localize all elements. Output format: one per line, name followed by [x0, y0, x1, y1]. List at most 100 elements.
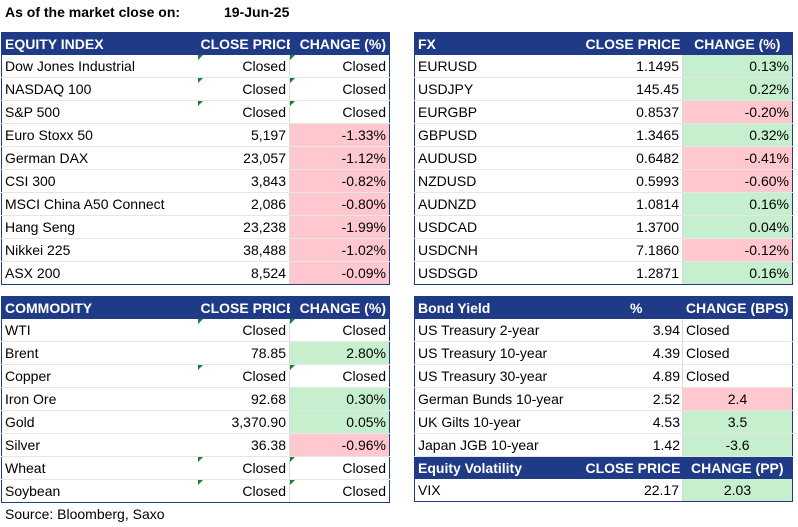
row-close: 22.17: [582, 479, 683, 502]
row-change: -1.33%: [289, 123, 390, 147]
commodity-col-close: CLOSE PRICE: [197, 296, 290, 319]
table-row: USDCAD 1.3700 0.04%: [414, 215, 793, 239]
row-name: Soybean: [1, 479, 198, 503]
row-change: -0.80%: [289, 192, 390, 216]
row-change: -0.12%: [682, 238, 793, 262]
table-row: Soybean Closed Closed: [1, 479, 390, 503]
table-row: UK Gilts 10-year 4.53 3.5: [414, 410, 793, 434]
row-change: -0.09%: [289, 261, 390, 285]
row-name: MSCI China A50 Connect: [1, 192, 198, 216]
table-row: VIX 22.17 2.03: [414, 479, 793, 502]
commodity-col-name: COMMODITY: [1, 296, 198, 319]
row-name: ASX 200: [1, 261, 198, 285]
row-change: Closed: [289, 55, 390, 78]
row-close: Closed: [197, 364, 290, 388]
row-value: 4.39: [582, 341, 683, 365]
row-close: 0.5993: [582, 169, 683, 193]
row-close: 3,370.90: [197, 410, 290, 434]
table-row: NZDUSD 0.5993 -0.60%: [414, 169, 793, 193]
row-name: US Treasury 2-year: [414, 319, 583, 342]
row-close: 92.68: [197, 387, 290, 411]
row-name: US Treasury 30-year: [414, 364, 583, 388]
table-row: US Treasury 30-year 4.89 Closed: [414, 364, 793, 388]
row-name: WTI: [1, 319, 198, 342]
row-close: 1.3465: [582, 123, 683, 147]
row-change: Closed: [289, 364, 390, 388]
row-name: UK Gilts 10-year: [414, 410, 583, 434]
table-row: NASDAQ 100 Closed Closed: [1, 77, 390, 101]
volatility-header-row: Equity Volatility CLOSE PRICE CHANGE (PP…: [414, 456, 793, 479]
report-header: As of the market close on: 19-Jun-25: [5, 4, 289, 24]
table-row: EURGBP 0.8537 -0.20%: [414, 100, 793, 124]
row-name: German DAX: [1, 146, 198, 170]
table-row: Euro Stoxx 50 5,197 -1.33%: [1, 123, 390, 147]
table-row: USDSGD 1.2871 0.16%: [414, 261, 793, 285]
row-name: Dow Jones Industrial: [1, 55, 198, 78]
row-value: 2.52: [582, 387, 683, 411]
row-close: 1.3700: [582, 215, 683, 239]
row-name: US Treasury 10-year: [414, 341, 583, 365]
row-change: 0.04%: [682, 215, 793, 239]
fx-header-row: FX CLOSE PRICE CHANGE (%): [414, 32, 793, 55]
table-row: Copper Closed Closed: [1, 364, 390, 388]
row-name: Nikkei 225: [1, 238, 198, 262]
row-value: 3.94: [582, 319, 683, 342]
row-close: 5,197: [197, 123, 290, 147]
row-name: USDSGD: [414, 261, 583, 285]
table-row: Japan JGB 10-year 1.42 -3.6: [414, 433, 793, 457]
row-name: VIX: [414, 479, 583, 502]
row-change: Closed: [289, 100, 390, 124]
volatility-col-change: CHANGE (PP): [682, 456, 793, 479]
table-row: US Treasury 2-year 3.94 Closed: [414, 319, 793, 342]
row-change: Closed: [289, 456, 390, 480]
commodity-header-row: COMMODITY CLOSE PRICE CHANGE (%): [1, 296, 390, 319]
row-change: -0.96%: [289, 433, 390, 457]
row-close: 38,488: [197, 238, 290, 262]
row-name: Copper: [1, 364, 198, 388]
table-row: Gold 3,370.90 0.05%: [1, 410, 390, 434]
row-change: 2.03: [682, 479, 793, 502]
source-note: Source: Bloomberg, Saxo: [5, 506, 165, 522]
row-name: Euro Stoxx 50: [1, 123, 198, 147]
table-row: S&P 500 Closed Closed: [1, 100, 390, 124]
row-name: Silver: [1, 433, 198, 457]
table-row: CSI 300 3,843 -0.82%: [1, 169, 390, 193]
row-name: NZDUSD: [414, 169, 583, 193]
row-change: 0.30%: [289, 387, 390, 411]
row-close: 7.1860: [582, 238, 683, 262]
row-change: -0.20%: [682, 100, 793, 124]
row-close: 2,086: [197, 192, 290, 216]
equity-col-close: CLOSE PRICE: [197, 32, 290, 55]
row-name: German Bunds 10-year: [414, 387, 583, 411]
row-change: Closed: [682, 319, 793, 342]
row-change: -1.02%: [289, 238, 390, 262]
row-name: USDCNH: [414, 238, 583, 262]
row-change: 3.5: [682, 410, 793, 434]
row-close: Closed: [197, 319, 290, 342]
bond-col-name: Bond Yield: [414, 296, 583, 319]
table-row: USDJPY 145.45 0.22%: [414, 77, 793, 101]
header-date: 19-Jun-25: [224, 4, 290, 20]
bond-header-row: Bond Yield % CHANGE (BPS): [414, 296, 793, 319]
table-row: Wheat Closed Closed: [1, 456, 390, 480]
table-row: GBPUSD 1.3465 0.32%: [414, 123, 793, 147]
row-close: Closed: [197, 479, 290, 503]
row-name: Brent: [1, 341, 198, 365]
row-name: USDJPY: [414, 77, 583, 101]
row-close: 23,238: [197, 215, 290, 239]
row-change: Closed: [289, 77, 390, 101]
fx-col-change: CHANGE (%): [682, 32, 793, 55]
row-change: -0.60%: [682, 169, 793, 193]
table-row: Iron Ore 92.68 0.30%: [1, 387, 390, 411]
volatility-section: Equity Volatility CLOSE PRICE CHANGE (PP…: [414, 456, 793, 479]
row-close: 36.38: [197, 433, 290, 457]
row-change: -1.12%: [289, 146, 390, 170]
bond-col-value: %: [582, 296, 683, 319]
row-value: 1.42: [582, 433, 683, 457]
commodity-body: WTI Closed Closed Brent 78.85 2.80% Copper Clos…: [1, 319, 390, 503]
row-name: Iron Ore: [1, 387, 198, 411]
row-change: Closed: [289, 319, 390, 342]
table-row: Nikkei 225 38,488 -1.02%: [1, 238, 390, 262]
table-row: MSCI China A50 Connect 2,086 -0.80%: [1, 192, 390, 216]
row-change: Closed: [289, 479, 390, 503]
